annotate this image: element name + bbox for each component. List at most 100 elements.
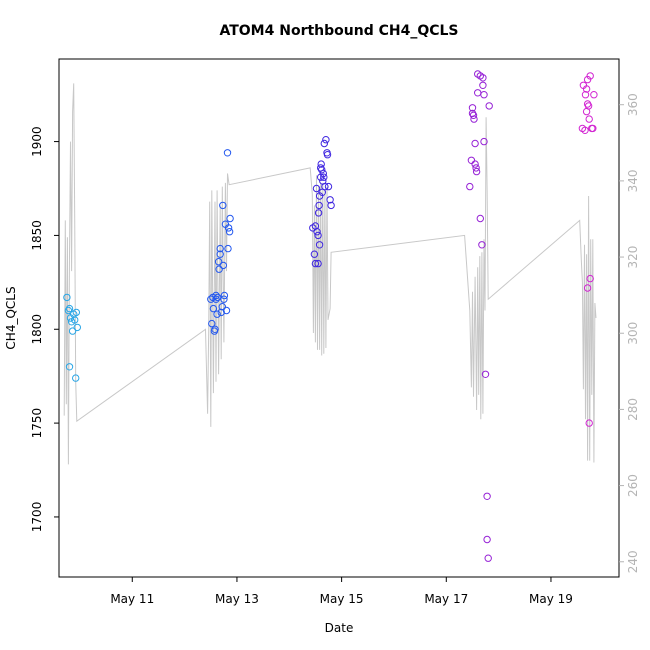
data-point [590,91,598,99]
data-point [310,250,319,258]
data-point [220,291,229,300]
data-point [584,102,593,110]
data-point [315,241,324,249]
y2-tick-label: 260 [626,474,640,497]
right-axis: 240 260 280 300 320 340 360 [619,93,640,573]
data-point [214,258,223,266]
data-point [211,325,219,333]
data-point [71,316,79,324]
data-point [314,209,323,217]
left-axis: 1700 1750 1800 1850 1900 [30,126,59,532]
data-point [585,419,593,427]
bottom-axis: May 11 May 13 May 15 May 17 May 19 [110,577,573,606]
data-point [65,363,74,371]
points-layer [63,70,598,562]
data-point [483,492,491,500]
data-point [72,308,81,317]
data-point [326,196,334,204]
data-point [68,327,77,335]
y-tick-label: 1700 [30,502,44,533]
y-tick-label: 1850 [30,220,44,251]
data-point [582,85,591,93]
data-point [472,167,481,176]
data-point [223,149,232,157]
data-point [485,102,493,110]
plot-frame [58,58,620,578]
data-point [317,173,325,181]
data-point [318,166,326,174]
data-point [72,374,80,382]
x-tick-label: May 19 [529,592,573,606]
y2-tick-label: 240 [626,550,640,573]
data-point [471,139,479,148]
data-point [315,201,323,210]
data-point [323,151,332,159]
data-point [220,295,228,303]
x-tick-label: May 15 [320,592,364,606]
data-point [213,310,221,318]
data-point [319,169,327,178]
x-tick-label: May 13 [215,592,259,606]
data-point [468,104,477,112]
data-point [208,319,216,328]
data-point [226,214,234,223]
data-point [480,137,488,146]
data-point [583,284,592,292]
data-point [586,72,594,80]
trace-layer [63,83,597,465]
data-point [63,293,71,302]
data-point [212,295,220,303]
data-point [224,244,232,253]
data-point [322,136,330,144]
data-point [217,308,225,317]
data-point [225,228,234,236]
x-tick-label: May 17 [424,592,468,606]
data-point [467,156,476,165]
data-point [481,370,490,378]
data-point [222,306,231,315]
chart-title: ATOM4 Northbound CH4_QCLS [219,23,458,39]
y-tick-label: 1900 [30,126,44,157]
data-point [313,228,321,236]
y2-tick-label: 320 [626,246,640,269]
data-point [478,241,486,249]
data-point [583,75,592,84]
data-point [581,91,590,99]
data-point [476,214,484,223]
data-point [479,81,487,90]
data-point [466,182,474,191]
x-axis-label: Date [325,621,354,635]
y-axis-label: CH4_QCLS [4,286,18,349]
data-point [585,115,593,123]
data-point [470,115,478,123]
data-point [474,89,482,97]
data-point [219,201,227,210]
data-point [64,306,73,315]
data-point [73,323,82,332]
y2-tick-label: 300 [626,322,640,345]
data-point [480,91,488,99]
y2-tick-label: 340 [626,169,640,192]
data-point [224,224,233,232]
data-point [483,535,491,544]
trace-line [63,83,597,465]
data-point [320,139,328,148]
data-point [327,201,335,210]
data-point [314,259,322,268]
y-tick-label: 1800 [30,314,44,345]
data-point [216,250,224,258]
y-tick-label: 1750 [30,408,44,439]
data-point [472,164,480,172]
data-point [469,111,478,120]
data-point [317,160,325,168]
data-point [216,244,224,253]
data-point [219,261,228,270]
data-point [581,126,589,135]
y2-tick-label: 360 [626,93,640,116]
data-point [312,184,321,193]
data-point [324,182,333,191]
data-point [311,259,320,268]
data-point [212,291,220,300]
data-point [484,554,492,562]
